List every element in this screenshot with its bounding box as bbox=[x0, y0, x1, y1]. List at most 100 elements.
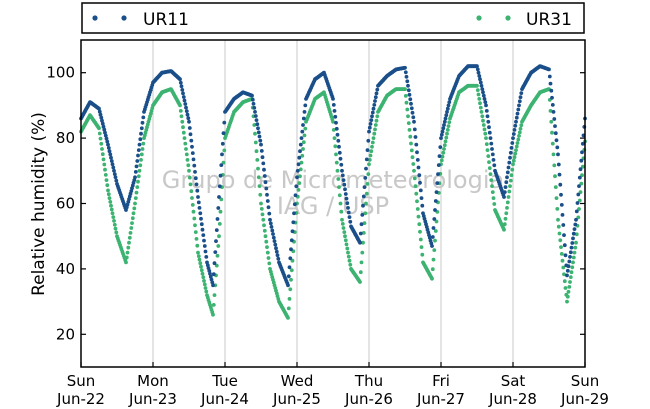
point-ur31 bbox=[505, 206, 509, 210]
point-ur31 bbox=[256, 175, 261, 180]
point-ur31 bbox=[214, 263, 219, 268]
point-ur11 bbox=[511, 132, 516, 136]
point-ur11 bbox=[444, 113, 449, 118]
point-ur11 bbox=[567, 259, 572, 264]
point-ur11 bbox=[98, 112, 103, 117]
point-ur11 bbox=[437, 154, 442, 159]
point-ur31 bbox=[300, 153, 305, 158]
point-ur11 bbox=[217, 184, 222, 189]
point-ur11 bbox=[191, 157, 196, 162]
point-ur31 bbox=[549, 119, 554, 124]
point-ur11 bbox=[268, 217, 272, 222]
point-ur11 bbox=[442, 119, 447, 124]
point-ur31 bbox=[514, 144, 519, 149]
point-ur11 bbox=[184, 105, 188, 110]
point-ur11 bbox=[255, 122, 260, 127]
point-ur11 bbox=[547, 67, 551, 72]
point-ur31 bbox=[217, 222, 222, 226]
point-ur11 bbox=[292, 202, 297, 207]
point-ur11 bbox=[194, 182, 199, 187]
point-ur11 bbox=[343, 192, 348, 196]
point-ur31 bbox=[571, 260, 575, 265]
y-tick-label: 80 bbox=[56, 129, 75, 147]
point-ur11 bbox=[112, 172, 117, 177]
point-ur31 bbox=[367, 162, 371, 167]
point-ur11 bbox=[367, 129, 371, 134]
point-ur11 bbox=[408, 97, 413, 102]
point-ur31 bbox=[254, 149, 259, 154]
point-ur11 bbox=[343, 187, 347, 192]
point-ur31 bbox=[577, 207, 581, 211]
point-ur31 bbox=[519, 123, 524, 128]
point-ur31 bbox=[502, 222, 507, 227]
x-axis: SunJun-22MonJun-23TueJun-24WedJun-25ThuJ… bbox=[56, 362, 609, 408]
point-ur31 bbox=[420, 252, 425, 257]
point-ur11 bbox=[300, 129, 305, 134]
point-ur11 bbox=[273, 242, 278, 247]
point-ur31 bbox=[257, 184, 262, 189]
point-ur31 bbox=[289, 277, 293, 282]
point-ur11 bbox=[295, 175, 299, 180]
point-ur31 bbox=[125, 250, 130, 255]
point-ur11 bbox=[487, 130, 492, 135]
point-ur11 bbox=[108, 152, 113, 157]
point-ur11 bbox=[100, 118, 104, 123]
point-ur11 bbox=[202, 244, 207, 248]
point-ur11 bbox=[431, 226, 436, 230]
point-ur31 bbox=[574, 240, 578, 245]
point-ur31 bbox=[433, 238, 437, 243]
point-ur11 bbox=[562, 243, 567, 248]
point-ur31 bbox=[407, 127, 412, 132]
point-ur11 bbox=[267, 211, 272, 216]
point-ur11 bbox=[432, 217, 437, 221]
point-ur31 bbox=[442, 143, 447, 148]
point-ur11 bbox=[558, 182, 563, 187]
point-ur31 bbox=[103, 173, 108, 177]
point-ur31 bbox=[344, 242, 349, 247]
point-ur11 bbox=[190, 151, 195, 156]
point-ur31 bbox=[262, 223, 266, 228]
point-ur31 bbox=[298, 174, 302, 179]
point-ur11 bbox=[550, 103, 555, 107]
point-ur31 bbox=[577, 198, 582, 203]
point-ur11 bbox=[438, 145, 443, 150]
point-ur11 bbox=[345, 201, 350, 206]
point-ur31 bbox=[359, 260, 364, 265]
point-ur11 bbox=[565, 273, 569, 278]
point-ur31 bbox=[180, 119, 185, 124]
point-ur31 bbox=[183, 141, 188, 146]
point-ur11 bbox=[253, 114, 258, 118]
point-ur31 bbox=[490, 184, 494, 189]
point-ur11 bbox=[220, 141, 225, 146]
point-ur11 bbox=[188, 132, 193, 137]
point-ur31 bbox=[286, 306, 291, 311]
point-ur11 bbox=[269, 225, 274, 229]
point-ur31 bbox=[185, 158, 190, 162]
point-ur31 bbox=[580, 164, 585, 169]
point-ur11 bbox=[508, 150, 513, 155]
point-ur31 bbox=[256, 166, 260, 171]
point-ur11 bbox=[189, 138, 194, 143]
point-ur31 bbox=[482, 127, 487, 132]
point-ur31 bbox=[297, 181, 302, 186]
point-ur11 bbox=[103, 130, 107, 135]
point-ur11 bbox=[301, 123, 305, 127]
point-ur31 bbox=[106, 192, 111, 197]
point-ur11 bbox=[274, 246, 278, 251]
point-ur11 bbox=[359, 222, 364, 227]
point-ur11 bbox=[186, 116, 191, 121]
x-tick-label-date: Jun-25 bbox=[272, 390, 321, 408]
point-ur11 bbox=[505, 175, 509, 180]
point-ur31 bbox=[109, 207, 114, 212]
x-tick-label-day: Mon bbox=[137, 372, 169, 390]
point-ur11 bbox=[518, 95, 523, 100]
point-ur11 bbox=[415, 150, 419, 155]
point-ur11 bbox=[484, 109, 489, 113]
point-ur11 bbox=[517, 103, 521, 108]
point-ur11 bbox=[259, 149, 264, 153]
x-tick-label-day: Thu bbox=[354, 372, 383, 390]
point-ur11 bbox=[519, 91, 524, 95]
point-ur11 bbox=[371, 106, 376, 111]
point-ur11 bbox=[443, 116, 448, 121]
point-ur11 bbox=[563, 253, 568, 258]
